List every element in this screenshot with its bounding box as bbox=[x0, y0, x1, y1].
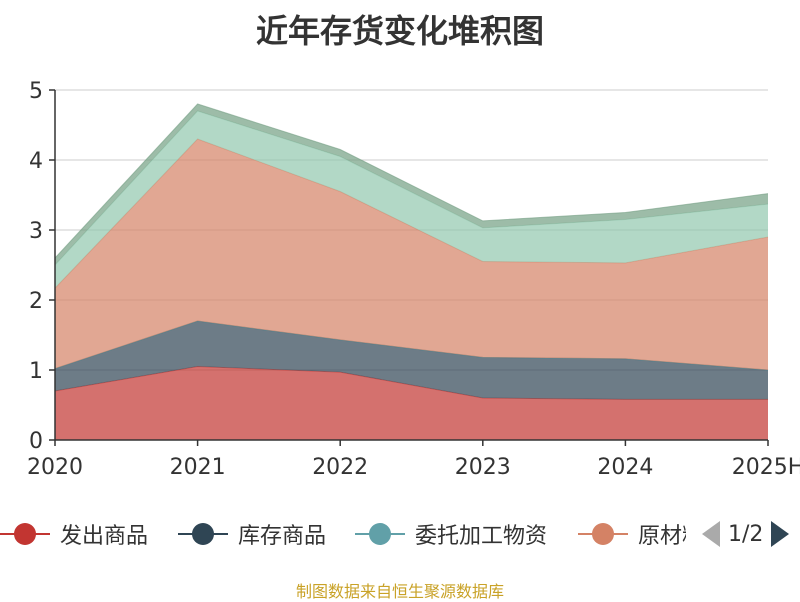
legend-marker-icon bbox=[355, 523, 405, 545]
data-source-note: 制图数据来自恒生聚源数据库 bbox=[295, 582, 504, 601]
triangle-right-icon[interactable] bbox=[769, 519, 791, 549]
x-tick-label: 2020 bbox=[27, 455, 83, 480]
legend-item-1[interactable]: 库存商品 bbox=[178, 512, 326, 556]
legend-item-0[interactable]: 发出商品 bbox=[0, 512, 148, 556]
legend-pager: 1/2 bbox=[700, 512, 791, 556]
area-series-1 bbox=[55, 321, 768, 400]
x-tick-label: 2024 bbox=[597, 455, 653, 480]
chart-title: 近年存货变化堆积图 bbox=[255, 12, 544, 50]
legend-item-3[interactable]: 原材料 bbox=[578, 512, 686, 556]
area-series-3 bbox=[55, 139, 768, 370]
x-tick-label: 2023 bbox=[455, 455, 511, 480]
y-tick-label: 2 bbox=[29, 289, 43, 314]
y-tick-label: 0 bbox=[29, 429, 43, 454]
legend-label: 委托加工物资 bbox=[415, 524, 548, 549]
area-series-line-5 bbox=[54, 103, 769, 259]
y-tick-label: 5 bbox=[29, 79, 43, 104]
x-tick-label: 2021 bbox=[170, 455, 226, 480]
legend-marker-circle bbox=[592, 523, 614, 545]
legend-label: 原材料 bbox=[638, 524, 686, 549]
y-tick-label: 3 bbox=[29, 219, 43, 244]
y-tick-label: 4 bbox=[29, 149, 43, 174]
legend-label: 库存商品 bbox=[238, 524, 327, 549]
legend-marker-icon bbox=[0, 523, 50, 545]
triangle-left-icon[interactable] bbox=[700, 519, 722, 549]
legend-marker-icon bbox=[178, 523, 228, 545]
legend: 发出商品 库存商品 委托加工物资 原材料 1/2 bbox=[0, 512, 800, 556]
area-series-0 bbox=[55, 366, 768, 440]
legend-marker-circle bbox=[192, 523, 214, 545]
legend-marker-circle bbox=[369, 523, 391, 545]
legend-marker-icon bbox=[578, 523, 628, 545]
y-tick-label: 1 bbox=[29, 359, 43, 384]
legend-items-viewport: 发出商品 库存商品 委托加工物资 原材料 bbox=[0, 512, 686, 556]
legend-marker-circle bbox=[14, 523, 36, 545]
legend-item-2[interactable]: 委托加工物资 bbox=[355, 512, 547, 556]
legend-page-indicator: 1/2 bbox=[728, 521, 764, 547]
x-tick-label: 2022 bbox=[312, 455, 368, 480]
area-series-4 bbox=[55, 111, 768, 289]
x-tick-label: 2025H bbox=[732, 455, 800, 480]
legend-label: 发出商品 bbox=[60, 524, 149, 549]
